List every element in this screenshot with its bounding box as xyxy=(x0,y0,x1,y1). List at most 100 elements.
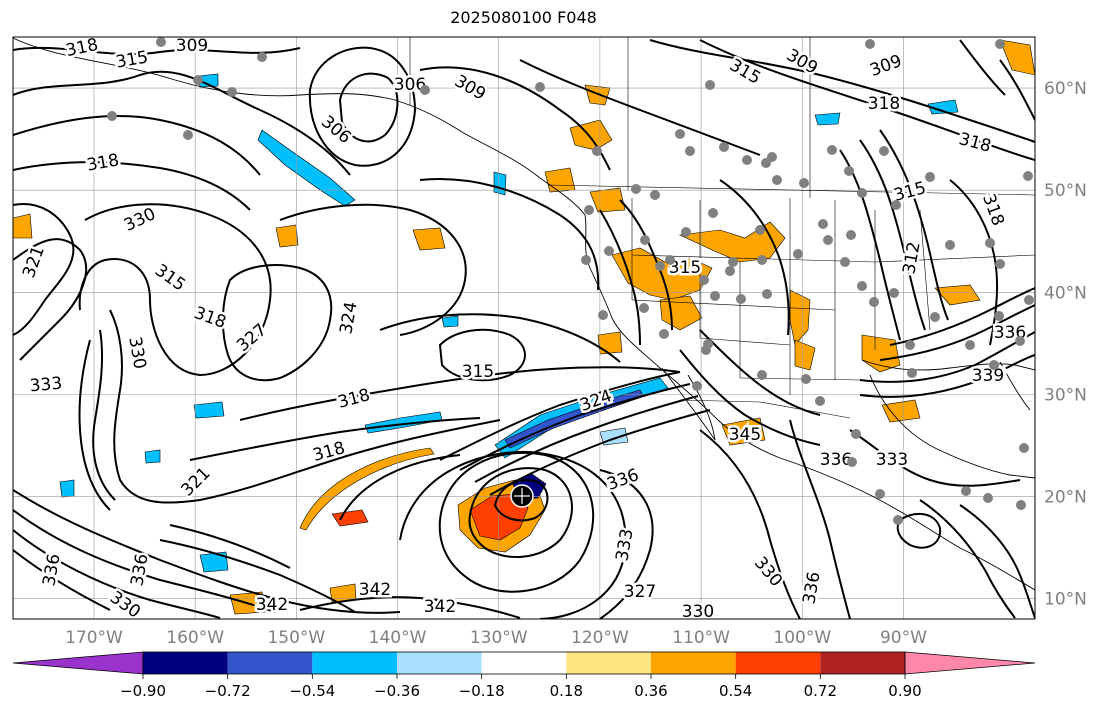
coastline-florida xyxy=(999,361,1031,411)
station-marker xyxy=(631,184,641,194)
colorbar-extend-max xyxy=(904,651,1036,675)
contour-line xyxy=(459,383,691,471)
colorbar-bin xyxy=(312,652,397,674)
station-marker xyxy=(857,281,867,291)
longitude-label: 130°W xyxy=(470,628,528,648)
contour-line xyxy=(78,203,272,377)
station-marker xyxy=(907,368,917,378)
station-marker xyxy=(705,80,715,90)
contour-line xyxy=(599,469,654,619)
station-marker xyxy=(823,235,833,245)
shaded-region xyxy=(493,171,507,196)
station-marker xyxy=(692,381,702,391)
station-marker xyxy=(685,146,695,156)
station-marker xyxy=(799,178,809,188)
station-marker xyxy=(891,200,901,210)
contour-line xyxy=(92,329,116,501)
shaded-region xyxy=(584,84,611,106)
coastline-west-us xyxy=(584,214,1035,591)
station-marker xyxy=(699,275,709,285)
latitude-label: 50°N xyxy=(1044,181,1087,201)
shaded-fields xyxy=(13,39,1035,615)
shaded-region xyxy=(13,213,33,239)
station-marker xyxy=(725,266,735,276)
contour-label: 330 xyxy=(682,602,714,622)
colorbar-tick-label: 0.36 xyxy=(634,682,667,700)
station-marker xyxy=(183,130,193,140)
shaded-region xyxy=(927,99,959,115)
colorbar-bin xyxy=(735,652,821,674)
contour-line xyxy=(468,467,573,558)
colorbar-tick-label: 0.90 xyxy=(888,682,921,700)
station-marker xyxy=(1019,443,1029,453)
colorbar-tick-label: −0.90 xyxy=(120,682,166,700)
station-marker xyxy=(865,39,875,49)
station-marker xyxy=(708,208,718,218)
colorbar-tick-label: −0.36 xyxy=(374,682,420,700)
station-marker xyxy=(840,257,850,267)
contour-line xyxy=(896,512,942,549)
station-marker xyxy=(851,429,861,439)
contour-line xyxy=(339,454,461,521)
contour-line xyxy=(438,451,595,593)
axis-ticks: 170°W 160°W 150°W 140°W 130°W 120°W 110°W 100°W… xyxy=(65,79,1087,648)
station-marker xyxy=(659,329,669,339)
shaded-region xyxy=(441,315,459,328)
contour-label: 342 xyxy=(359,580,391,600)
station-marker xyxy=(592,146,602,156)
contour-line xyxy=(699,429,801,619)
contour-line xyxy=(999,59,1035,121)
shaded-region xyxy=(597,331,623,355)
contour-line xyxy=(649,39,1035,143)
colorbar-tick-label: 0.72 xyxy=(804,682,837,700)
station-marker xyxy=(846,230,856,240)
longitude-label: 120°W xyxy=(571,628,629,648)
station-marker xyxy=(742,155,752,165)
shaded-region xyxy=(934,284,981,306)
station-marker xyxy=(757,255,767,265)
station-marker xyxy=(761,158,771,168)
colorbar-bin xyxy=(143,652,228,674)
contour-label: 336 xyxy=(820,450,852,470)
contour-line xyxy=(308,46,417,167)
contour-line xyxy=(13,509,276,613)
station-marker xyxy=(420,85,430,95)
shaded-region xyxy=(589,187,626,213)
coastline-baja xyxy=(661,367,716,441)
contour-line xyxy=(109,309,501,504)
contour-line xyxy=(279,203,467,336)
station-marker xyxy=(1023,171,1033,181)
station-marker xyxy=(604,246,614,256)
border-line xyxy=(631,299,836,311)
colorbar-bin xyxy=(481,652,567,674)
station-marker xyxy=(584,205,594,215)
contour-line xyxy=(789,419,851,619)
station-marker xyxy=(762,289,772,299)
station-marker xyxy=(994,311,1004,321)
contour-line xyxy=(439,371,681,461)
station-marker xyxy=(710,291,720,301)
station-marker xyxy=(156,37,166,47)
contour-label: 315 xyxy=(669,258,701,278)
contour-line xyxy=(859,139,926,331)
station-marker xyxy=(844,166,854,176)
contour-line xyxy=(13,115,261,176)
station-marker xyxy=(889,288,899,298)
colorbar-tick-label: 0.18 xyxy=(550,682,583,700)
station-marker xyxy=(1016,500,1026,510)
contour-line xyxy=(699,329,821,416)
longitude-label: 90°W xyxy=(880,628,927,648)
contour-label: 315 xyxy=(462,362,494,382)
contour-label: 333 xyxy=(29,374,63,397)
shaded-region xyxy=(544,167,576,193)
station-marker xyxy=(772,175,782,185)
contour-line xyxy=(399,450,627,619)
contour-line xyxy=(13,549,111,611)
coastlines xyxy=(13,37,1035,591)
station-marker xyxy=(961,486,971,496)
colorbar-bin xyxy=(227,652,313,674)
station-marker xyxy=(1015,336,1025,346)
shaded-region xyxy=(881,399,921,423)
latitude-label: 60°N xyxy=(1044,79,1087,99)
